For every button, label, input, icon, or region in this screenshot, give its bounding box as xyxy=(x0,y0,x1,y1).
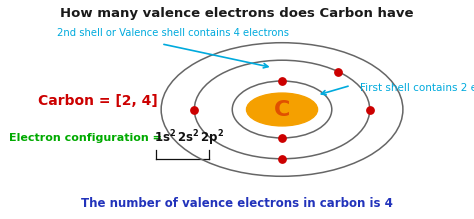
Point xyxy=(278,79,286,83)
Point xyxy=(278,136,286,140)
Circle shape xyxy=(246,93,318,126)
Text: $\mathbf{1s^2\!\ 2s^2\!\ 2p^2}$: $\mathbf{1s^2\!\ 2s^2\!\ 2p^2}$ xyxy=(154,128,224,148)
Text: The number of valence electrons in carbon is 4: The number of valence electrons in carbo… xyxy=(81,197,393,210)
Point xyxy=(278,157,286,161)
Text: How many valence electrons does Carbon have: How many valence electrons does Carbon h… xyxy=(60,7,414,19)
Text: Carbon = [2, 4]: Carbon = [2, 4] xyxy=(38,94,158,108)
Point xyxy=(366,108,374,111)
Text: First shell contains 2 electrons: First shell contains 2 electrons xyxy=(360,83,474,93)
Text: C: C xyxy=(274,99,290,120)
Text: 2nd shell or Valence shell contains 4 electrons: 2nd shell or Valence shell contains 4 el… xyxy=(57,28,289,38)
Point xyxy=(191,108,198,111)
Text: Electron configuration =: Electron configuration = xyxy=(9,133,166,143)
Point xyxy=(335,70,342,74)
